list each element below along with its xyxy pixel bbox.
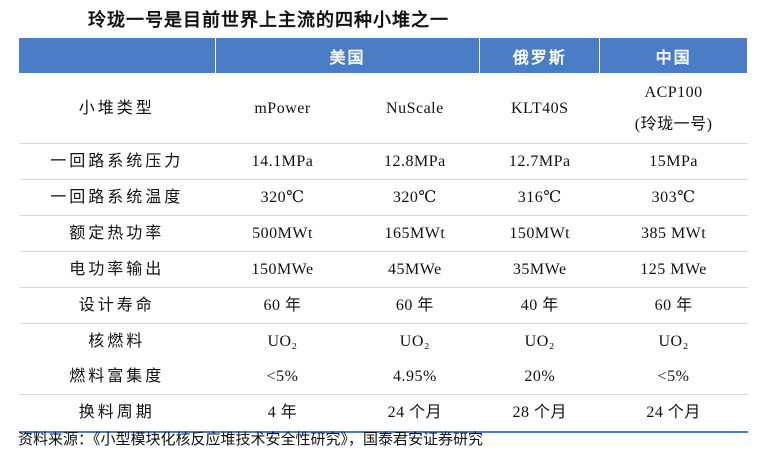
table-cell: 316℃ [479, 179, 600, 216]
table-cell: 14.1MPa [215, 143, 350, 180]
table-cell: 12.8MPa [349, 143, 480, 180]
table-cell: <5% [215, 359, 350, 395]
row-label: 额定热功率 [18, 215, 216, 252]
table-cell: 15MPa [599, 143, 748, 180]
row-label: 换料周期 [18, 394, 216, 433]
table-cell: 165MWt [349, 215, 480, 252]
title: 玲珑一号是目前世界上主流的四种小堆之一 [88, 10, 449, 30]
table-body: 小堆类型 mPower NuScale KLT40S ACP100 (玲珑一号) 一回路系… [18, 73, 748, 433]
comparison-table: 美国 俄罗斯 中国 小堆类型 mPower NuScale KLT40S ACP100 … [18, 37, 748, 433]
table-cell: UO₂ [658, 332, 689, 350]
table-cell: 60 年 [215, 287, 350, 324]
row-label: 设计寿命 [18, 287, 216, 324]
table-cell: 24 个月 [599, 394, 748, 433]
header-cell: 俄罗斯 [479, 37, 601, 74]
table-row: 换料周期 4 年 24 个月 28 个月 24 个月 [18, 394, 748, 433]
table-cell: 4 年 [215, 394, 350, 433]
table-cell: 320℃ [215, 179, 350, 216]
table-cell: 45MWe [349, 251, 480, 288]
table-cell: 125 MWe [599, 251, 748, 288]
header-row: 美国 俄罗斯 中国 [18, 37, 748, 74]
table-cell: 303℃ [599, 179, 748, 216]
table-cell: UO₂ [399, 332, 430, 350]
table-cell: 12.7MPa [479, 143, 600, 180]
table-cell: ACP100 (玲珑一号) [599, 73, 748, 144]
table-cell: 35MWe [479, 251, 600, 288]
table-row: 一回路系统压力 14.1MPa 12.8MPa 12.7MPa 15MPa [18, 143, 748, 180]
table-cell: 4.95% [349, 359, 480, 395]
table-cell: NuScale [349, 73, 480, 144]
row-label: 小堆类型 [18, 73, 216, 144]
table-row: 额定热功率 500MWt 165MWt 150MWt 385 MWt [18, 215, 748, 252]
table-cell: 60 年 [599, 287, 748, 324]
source: 资料来源：《小型模块化核反应堆技术安全性研究》，国泰君安证券研究 [18, 432, 484, 448]
table-cell: 24 个月 [349, 394, 480, 433]
table-cell: <5% [599, 359, 748, 395]
row-label: 一回路系统温度 [18, 179, 216, 216]
table-cell: KLT40S [479, 73, 600, 144]
table-cell: 320℃ [349, 179, 480, 216]
header-cell [18, 37, 216, 74]
row-label: 电功率输出 [18, 251, 216, 288]
table-cell: 500MWt [215, 215, 350, 252]
table-cell: UO₂ [524, 332, 555, 350]
header-cell: 中国 [599, 37, 748, 74]
table-cell: 150MWe [215, 251, 350, 288]
table-row: 一回路系统温度 320℃ 320℃ 316℃ 303℃ [18, 179, 748, 216]
table-row: 燃料富集度 <5% 4.95% 20% <5% [18, 359, 748, 395]
table-cell: 20% [479, 359, 600, 395]
table-cell: UO₂ [267, 332, 298, 350]
row-label: 燃料富集度 [18, 359, 216, 395]
table-cell: 60 年 [349, 287, 480, 324]
table-row: 设计寿命 60 年 60 年 40 年 60 年 [18, 287, 748, 324]
table-row: 电功率输出 150MWe 45MWe 35MWe 125 MWe [18, 251, 748, 288]
table-cell: mPower [215, 73, 350, 144]
table-cell: 385 MWt [599, 215, 748, 252]
table-cell: 150MWt [479, 215, 600, 252]
header-cell: 美国 [214, 37, 481, 74]
table-cell: 40 年 [479, 287, 600, 324]
table-row: 核燃料 UO₂ UO₂ UO₂ UO₂ [19, 324, 748, 360]
row-label: 一回路系统压力 [18, 143, 216, 180]
table-cell: 28 个月 [479, 394, 600, 433]
table-row: 小堆类型 mPower NuScale KLT40S ACP100 (玲珑一号) [18, 73, 748, 144]
row-label: 核燃料 [88, 332, 146, 350]
